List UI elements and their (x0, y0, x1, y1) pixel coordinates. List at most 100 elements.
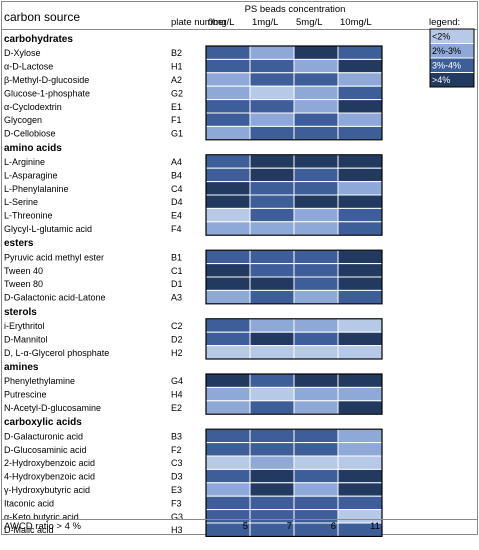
heatmap-cell (205, 289, 251, 305)
heatmap-cell (293, 318, 339, 333)
heatmap-cell (293, 495, 339, 511)
plate-label: D3 (171, 472, 183, 482)
legend-label: 3%-4% (432, 61, 461, 71)
heatmap-cell (205, 154, 251, 169)
heatmap-cell (293, 289, 339, 305)
heatmap-cell (249, 455, 295, 470)
heatmap-cell (337, 468, 383, 484)
awcd-value: 5 (243, 521, 248, 532)
source-label: α-Keto butyric acid (4, 512, 79, 522)
plate-label: A3 (171, 293, 182, 303)
group-block-border (205, 318, 383, 360)
group-block-border (205, 154, 383, 236)
heatmap-cell (205, 207, 251, 223)
heatmap-cell (293, 125, 339, 141)
heatmap-cell (205, 167, 251, 183)
heatmap-cell (205, 318, 251, 333)
source-label: D-Galactonic acid-Latone (4, 293, 106, 303)
plate-label: G2 (171, 88, 183, 98)
group-block-border (205, 249, 383, 305)
footer-values: 5 7 6 11 (243, 521, 380, 532)
source-label: D-Malic acid (4, 525, 54, 535)
heatmap-cell (293, 468, 339, 484)
heatmap-cell (337, 207, 383, 223)
plate-label: C3 (171, 458, 183, 468)
source-label: 2-Hydroxybenzoic acid (4, 458, 95, 468)
column-header-1mg-l: 1mg/L (252, 17, 278, 28)
heatmap-cell (293, 400, 339, 415)
heatmap-cell (249, 289, 295, 305)
heatmap-cell (205, 45, 251, 60)
heatmap-cell (249, 400, 295, 415)
plate-label: A4 (171, 157, 182, 167)
heatmap-cell (293, 85, 339, 101)
legend-title: legend: (429, 17, 460, 28)
heatmap-cell (249, 249, 295, 265)
heatmap-cell (205, 428, 251, 444)
footer-label: AWCD ratio > 4 % (4, 521, 82, 532)
heatmap-cell (249, 207, 295, 223)
heatmap-cell (249, 442, 295, 457)
heatmap-cell (293, 221, 339, 236)
heatmap-cell (293, 455, 339, 470)
heatmap-cell (205, 72, 251, 87)
heatmap-cell (293, 154, 339, 169)
heatmap-cell (249, 112, 295, 127)
source-label: Tween 80 (4, 279, 43, 289)
carbon-source-header: carbon source (4, 10, 80, 24)
group-label-carboxylic-acids: carboxylic acids (4, 417, 82, 428)
heatmap-cell (205, 85, 251, 101)
heatmap-cell (337, 181, 383, 196)
heatmap-cell (337, 442, 383, 457)
heatmap-cell (337, 373, 383, 388)
group-block-border (205, 373, 383, 415)
plate-label: B1 (171, 252, 182, 262)
heatmap-cell (249, 495, 295, 511)
heatmap-cell (337, 482, 383, 497)
group-label-sterols: sterols (4, 307, 37, 318)
plate-label: F4 (171, 224, 182, 234)
group-label-amines: amines (4, 362, 39, 373)
column-header-0mg-l: 0mg/L (208, 17, 234, 28)
heatmap-cell (205, 495, 251, 511)
heatmap-cell (337, 331, 383, 347)
heatmap-cell (205, 112, 251, 127)
column-header-5mg-l: 5mg/L (296, 17, 322, 28)
plate-label: F1 (171, 115, 182, 125)
plate-label: E1 (171, 102, 182, 112)
heatmap-cell (249, 373, 295, 388)
heatmap-cell (337, 345, 383, 360)
heatmap-cell (337, 318, 383, 333)
plate-label: E2 (171, 403, 182, 413)
heatmap-cell (205, 468, 251, 484)
source-label: Glycogen (4, 115, 42, 125)
group-block-border (205, 45, 383, 141)
source-label: L-Phenylalanine (4, 184, 69, 194)
plate-label: G1 (171, 129, 183, 139)
awcd-value: 11 (370, 521, 380, 532)
heatmap-cell (205, 276, 251, 291)
heatmap-cell (249, 154, 295, 169)
heatmap-cell (293, 72, 339, 87)
heatmap-cell (249, 221, 295, 236)
heatmap-cell (337, 263, 383, 278)
legend-border (429, 28, 475, 88)
source-label: Tween 40 (4, 266, 43, 276)
heatmap-cell (249, 428, 295, 444)
source-label: L-Asparagine (4, 170, 58, 180)
source-label: β-Methyl-D-glucoside (4, 75, 89, 85)
plate-label: F2 (171, 445, 182, 455)
source-label: 4-Hydroxybenzoic acid (4, 472, 95, 482)
column-headers: 0mg/L 1mg/L 5mg/L 10mg/L (208, 17, 372, 28)
plate-label: H2 (171, 348, 183, 358)
source-label: α-Cyclodextrin (4, 102, 62, 112)
heatmap-cell (205, 455, 251, 470)
heatmap-cell (293, 442, 339, 457)
heatmap-cell (337, 194, 383, 209)
heatmap-cell (205, 249, 251, 265)
heatmap-cell (205, 386, 251, 402)
column-header-10mg-l: 10mg/L (340, 17, 372, 28)
group-label-amino-acids: amino acids (4, 143, 62, 154)
source-label: D, L-α-Glycerol phosphate (4, 348, 109, 358)
